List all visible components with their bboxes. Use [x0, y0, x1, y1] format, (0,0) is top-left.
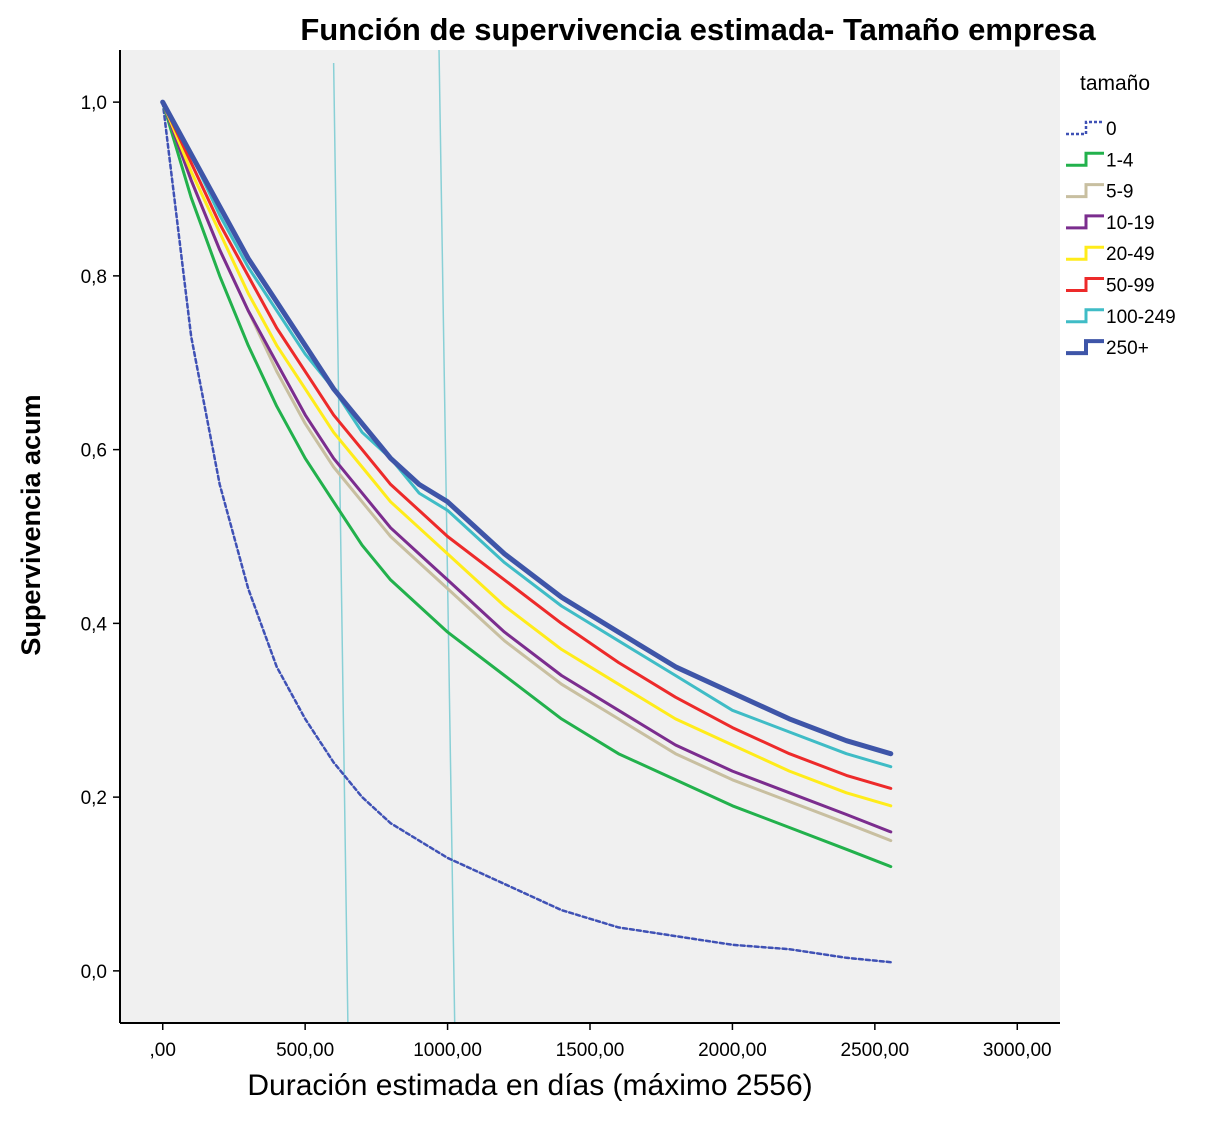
legend: tamaño 0 1-4 5-9 10-19 20-49 50-99 100-249 250+: [1066, 72, 1176, 359]
legend-label: 20-49: [1106, 244, 1155, 265]
y-tick-label: 0,8: [81, 267, 107, 288]
y-tick-label: 0,6: [81, 441, 107, 462]
x-tick-label: 2000,00: [698, 1040, 767, 1061]
legend-item-250+: 250+: [1066, 338, 1149, 359]
legend-item-10-19: 10-19: [1066, 213, 1155, 234]
legend-swatch: [1066, 216, 1104, 228]
y-axis-label: Supervivencia acum: [16, 394, 46, 655]
legend-swatch: [1066, 247, 1104, 259]
legend-swatch: [1066, 310, 1104, 322]
legend-item-20-49: 20-49: [1066, 244, 1155, 265]
y-tick-label: 0,0: [81, 962, 107, 983]
x-tick-label: 1000,00: [413, 1040, 482, 1061]
legend-item-1-4: 1-4: [1066, 150, 1134, 171]
chart-title: Función de supervivencia estimada- Tamañ…: [300, 12, 1096, 47]
plot-area: [120, 50, 1060, 1023]
legend-title: tamaño: [1080, 72, 1150, 95]
legend-item-5-9: 5-9: [1066, 182, 1133, 203]
x-ticks: ,00 500,00 1000,00 1500,00 2000,00 2500,00 300…: [150, 1023, 1052, 1061]
legend-swatch: [1066, 153, 1104, 165]
x-tick-label: 500,00: [276, 1040, 334, 1061]
x-tick-label: 1500,00: [556, 1040, 625, 1061]
legend-item-0: 0: [1066, 119, 1117, 140]
legend-item-50-99: 50-99: [1066, 276, 1155, 297]
x-tick-label: 3000,00: [983, 1040, 1052, 1061]
legend-item-100-249: 100-249: [1066, 307, 1176, 328]
legend-swatch: [1066, 341, 1104, 353]
legend-label: 1-4: [1106, 150, 1134, 171]
legend-label: 250+: [1106, 338, 1149, 359]
legend-label: 10-19: [1106, 213, 1155, 234]
y-tick-label: 1,0: [81, 93, 107, 114]
legend-label: 50-99: [1106, 276, 1155, 297]
x-axis-label: Duración estimada en días (máximo 2556): [247, 1069, 812, 1102]
legend-label: 0: [1106, 119, 1117, 140]
y-ticks: 0,0 0,2 0,4 0,6 0,8 1,0: [81, 93, 120, 983]
y-tick-label: 0,2: [81, 788, 107, 809]
legend-label: 100-249: [1106, 307, 1176, 328]
legend-swatch: [1066, 185, 1104, 197]
legend-swatch: [1066, 279, 1104, 291]
y-tick-label: 0,4: [81, 614, 108, 635]
x-tick-label: ,00: [150, 1040, 176, 1061]
x-tick-label: 2500,00: [841, 1040, 910, 1061]
legend-swatch: [1066, 122, 1104, 134]
legend-label: 5-9: [1106, 182, 1133, 203]
